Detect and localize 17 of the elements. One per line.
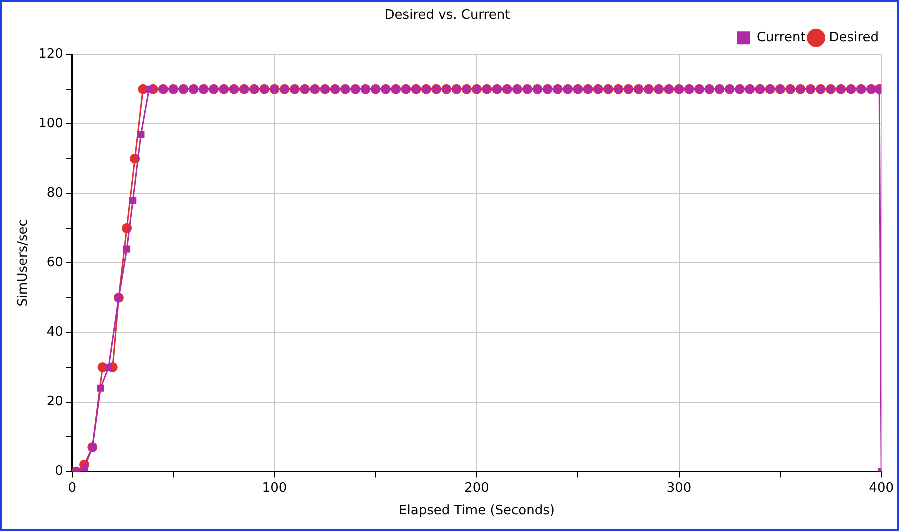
y-tick-label: 20 <box>46 394 64 410</box>
legend-label: Current <box>756 30 806 46</box>
x-tick-label: 0 <box>68 480 77 496</box>
x-axis-title: Elapsed Time (Seconds) <box>399 504 555 519</box>
y-axis-title: SimUsers/sec <box>16 220 32 307</box>
y-tick-label: 120 <box>38 46 64 62</box>
x-tick-label: 100 <box>262 480 288 496</box>
y-tick-label: 40 <box>46 325 64 340</box>
x-tick-label: 300 <box>666 480 692 496</box>
legend-label: Desired <box>829 30 879 46</box>
y-tick-label: 80 <box>46 186 64 202</box>
chart-title: Desired vs. Current <box>384 8 510 24</box>
y-tick-label: 0 <box>55 464 64 480</box>
x-tick-label: 400 <box>869 480 894 496</box>
x-tick-label: 200 <box>464 480 490 496</box>
y-tick-label: 60 <box>46 256 64 271</box>
y-tick-label: 100 <box>38 116 64 132</box>
